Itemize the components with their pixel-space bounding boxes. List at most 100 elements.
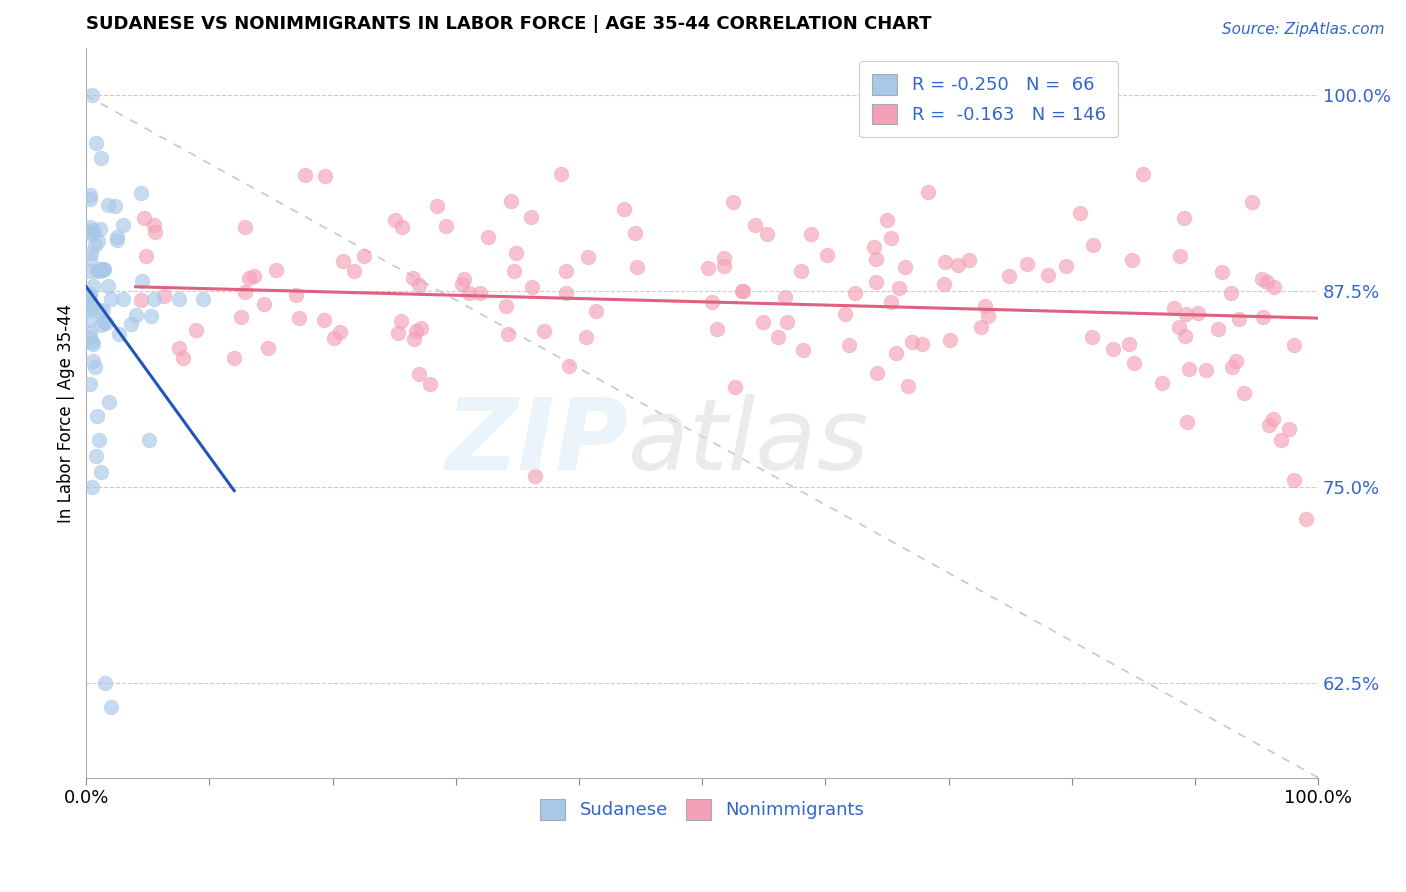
Point: [1163, 301, 1185, 316]
Point: [706, 322, 728, 336]
Point: [887, 281, 910, 295]
Point: [82, 223, 104, 237]
Point: [744, 218, 766, 232]
Point: [79, 329, 101, 343]
Point: [402, 271, 425, 285]
Point: [1282, 338, 1305, 352]
Point: [142, 218, 165, 232]
Point: [865, 252, 887, 267]
Point: [1261, 412, 1284, 426]
Point: [1220, 286, 1243, 301]
Point: [1168, 249, 1191, 263]
Point: [495, 299, 517, 313]
Point: [91, 261, 114, 276]
Point: [288, 311, 311, 326]
Point: [1081, 238, 1104, 252]
Point: [343, 264, 366, 278]
Point: [1187, 305, 1209, 319]
Point: [1175, 415, 1198, 429]
Point: [519, 211, 541, 225]
Point: [90, 151, 112, 165]
Point: [79, 252, 101, 267]
Point: [1233, 386, 1256, 401]
Point: [434, 219, 457, 233]
Point: [233, 285, 256, 299]
Point: [713, 259, 735, 273]
Point: [731, 284, 754, 298]
Point: [1173, 211, 1195, 225]
Point: [193, 293, 215, 307]
Point: [139, 309, 162, 323]
Point: [89, 304, 111, 318]
Point: [94, 676, 117, 690]
Point: [132, 211, 155, 225]
Point: [1282, 473, 1305, 487]
Point: [112, 218, 135, 232]
Point: [294, 168, 316, 182]
Point: [502, 264, 524, 278]
Point: [105, 233, 128, 247]
Point: [329, 325, 352, 339]
Point: [79, 296, 101, 310]
Point: [84, 449, 107, 463]
Point: [948, 258, 970, 272]
Point: [91, 303, 114, 318]
Point: [1251, 310, 1274, 325]
Point: [131, 274, 153, 288]
Point: [1270, 434, 1292, 448]
Point: [79, 192, 101, 206]
Point: [82, 279, 104, 293]
Point: [844, 285, 866, 300]
Point: [998, 268, 1021, 283]
Point: [1227, 312, 1250, 326]
Point: [84, 136, 107, 150]
Point: [105, 229, 128, 244]
Point: [1278, 421, 1301, 435]
Point: [104, 199, 127, 213]
Point: [1240, 194, 1263, 209]
Point: [800, 227, 823, 241]
Point: [384, 212, 406, 227]
Point: [97, 278, 120, 293]
Point: [1069, 206, 1091, 220]
Point: [82, 88, 104, 103]
Point: [96, 316, 118, 330]
Point: [1295, 512, 1317, 526]
Point: [880, 294, 903, 309]
Point: [766, 329, 789, 343]
Point: [939, 333, 962, 347]
Point: [86, 263, 108, 277]
Point: [523, 469, 546, 483]
Point: [894, 260, 917, 274]
Point: [1174, 307, 1197, 321]
Point: [453, 271, 475, 285]
Point: [1257, 417, 1279, 432]
Point: [626, 260, 648, 274]
Point: [80, 246, 103, 260]
Point: [879, 231, 901, 245]
Point: [970, 319, 993, 334]
Point: [505, 246, 527, 260]
Point: [554, 285, 576, 300]
Point: [934, 255, 956, 269]
Point: [700, 294, 723, 309]
Point: [108, 326, 131, 341]
Point: [353, 249, 375, 263]
Point: [576, 250, 599, 264]
Point: [468, 285, 491, 300]
Point: [977, 309, 1000, 323]
Point: [124, 308, 146, 322]
Point: [82, 481, 104, 495]
Point: [238, 270, 260, 285]
Point: [450, 277, 472, 292]
Point: [775, 290, 797, 304]
Point: [499, 194, 522, 208]
Point: [723, 194, 745, 209]
Point: [834, 308, 856, 322]
Point: [86, 409, 108, 424]
Point: [184, 323, 207, 337]
Point: [613, 202, 636, 216]
Point: [314, 169, 336, 183]
Point: [79, 289, 101, 303]
Point: [167, 293, 190, 307]
